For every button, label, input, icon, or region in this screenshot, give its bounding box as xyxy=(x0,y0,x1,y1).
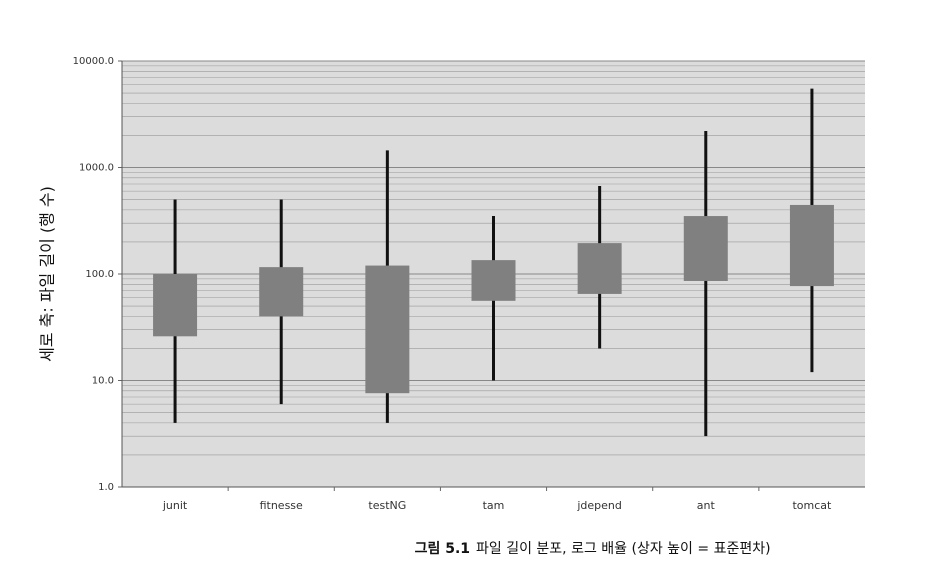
x-tick-label: jdepend xyxy=(576,499,622,512)
box xyxy=(471,260,516,301)
x-tick-label: testNG xyxy=(368,499,406,512)
box xyxy=(365,265,410,394)
x-tick-label: ant xyxy=(697,499,716,512)
y-tick-label: 1.0 xyxy=(98,482,114,493)
caption-label: 그림 5.1 xyxy=(415,541,470,557)
y-tick-label: 100.0 xyxy=(85,269,114,280)
box xyxy=(789,204,834,287)
x-tick-label: tam xyxy=(483,499,505,512)
caption-text: 파일 길이 분포, 로그 배율 (상자 높이 = 표준편차) xyxy=(476,541,771,557)
x-tick-label: tomcat xyxy=(792,499,832,512)
box xyxy=(153,274,198,337)
x-tick-label: junit xyxy=(162,499,188,512)
y-tick-label: 10.0 xyxy=(92,376,114,387)
y-tick-label: 10000.0 xyxy=(73,56,114,67)
box xyxy=(683,216,728,281)
x-tick-label: fitnesse xyxy=(260,499,303,512)
y-axis-label: 세로 축: 파일 길이 (행 수) xyxy=(38,186,57,362)
box xyxy=(577,243,622,294)
y-tick-label: 1000.0 xyxy=(79,163,114,174)
box xyxy=(259,267,304,317)
